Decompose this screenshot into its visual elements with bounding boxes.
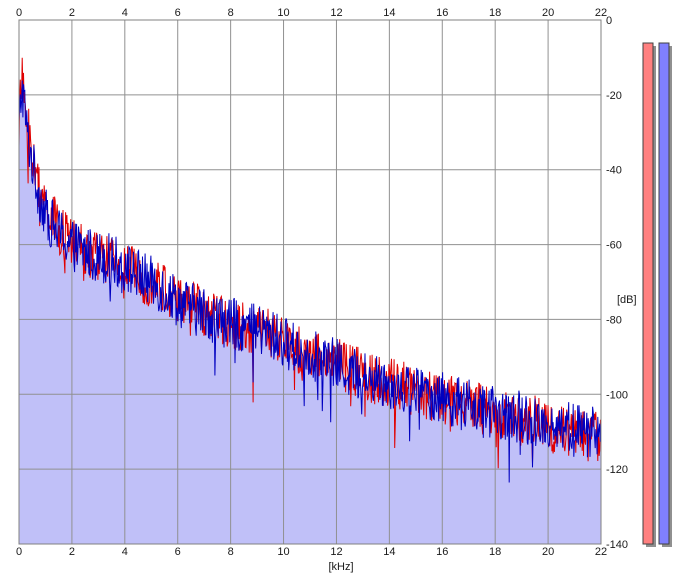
x-tick-labels-top: 0 2 4 6 8 10 12 14 16 18 20 22 xyxy=(16,7,607,19)
x-tick-label-top: 10 xyxy=(277,7,289,19)
x-tick-label-bottom: 18 xyxy=(489,546,501,558)
y-tick-label: -40 xyxy=(606,165,622,177)
x-tick-label-top: 16 xyxy=(436,7,448,19)
y-tick-label: -100 xyxy=(606,389,628,401)
y-tick-labels: 0 -20 -40 -60 -80 -100 -120 -140 xyxy=(606,15,628,551)
x-tick-label-bottom: 16 xyxy=(436,546,448,558)
spectrum-fill-layer xyxy=(19,80,601,544)
x-tick-label-bottom: 8 xyxy=(228,546,234,558)
plot-frame xyxy=(18,19,602,545)
x-tick-label-top: 22 xyxy=(595,7,607,19)
x-tick-label-top: 8 xyxy=(228,7,234,19)
x-tick-label-bottom: 22 xyxy=(595,546,607,558)
x-tick-label-bottom: 0 xyxy=(16,546,22,558)
x-tick-label-bottom: 4 xyxy=(122,546,128,558)
x-tick-label-bottom: 2 xyxy=(69,546,75,558)
spectrum-series-line xyxy=(18,80,602,483)
x-tick-label-bottom: 14 xyxy=(383,546,395,558)
x-axis-title: [kHz] xyxy=(328,561,353,573)
x-tick-label-top: 18 xyxy=(489,7,501,19)
y-tick-label: -120 xyxy=(606,464,628,476)
x-tick-label-bottom: 12 xyxy=(330,546,342,558)
y-tick-label: 0 xyxy=(606,15,612,27)
x-tick-label-top: 0 xyxy=(16,7,22,19)
x-tick-label-bottom: 6 xyxy=(175,546,181,558)
x-tick-label-top: 20 xyxy=(542,7,554,19)
x-tick-label-top: 14 xyxy=(383,7,395,19)
level-meter-bar xyxy=(658,42,670,545)
x-tick-label-bottom: 10 xyxy=(277,546,289,558)
y-tick-label: -140 xyxy=(606,539,628,551)
level-meters xyxy=(642,42,672,547)
y-tick-label: -60 xyxy=(606,240,622,252)
y-tick-label: -80 xyxy=(606,314,622,326)
x-tick-label-top: 6 xyxy=(175,7,181,19)
level-meter-bar xyxy=(642,42,654,545)
series-layer xyxy=(18,57,602,483)
x-tick-label-top: 12 xyxy=(330,7,342,19)
y-axis-title: [dB] xyxy=(617,294,637,306)
x-tick-labels-bottom: 0 2 4 6 8 10 12 14 16 18 20 22 xyxy=(16,546,607,558)
x-tick-label-top: 2 xyxy=(69,7,75,19)
x-tick-label-top: 4 xyxy=(122,7,128,19)
x-tick-label-bottom: 20 xyxy=(542,546,554,558)
y-tick-label: -20 xyxy=(606,90,622,102)
spectrum-fill-area xyxy=(19,80,601,544)
